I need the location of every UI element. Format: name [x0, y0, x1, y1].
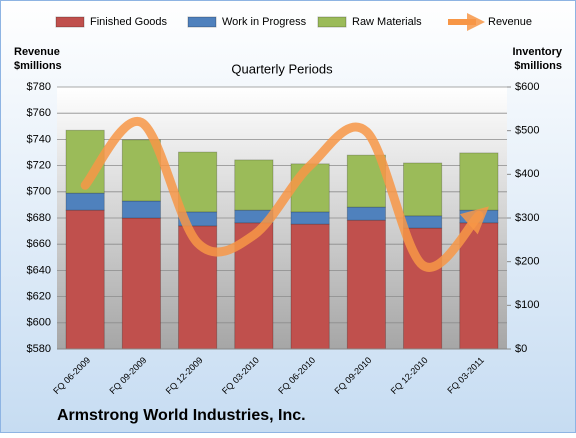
bar-segment: [403, 215, 443, 229]
y-tick-label: $780: [27, 81, 51, 93]
y-tick-label: $660: [27, 238, 51, 250]
line: [80, 116, 489, 272]
y2-tick-label: $400: [515, 168, 539, 180]
y-tick-label: $620: [27, 291, 51, 303]
bar-segment: [346, 219, 386, 350]
legend-swatch: [187, 16, 217, 28]
y-tick-label: $600: [27, 317, 51, 329]
y2-tick-label: $100: [515, 299, 539, 311]
bar-segment: [290, 223, 330, 350]
bar-segment: [346, 206, 386, 221]
y-tick-label: $720: [27, 160, 51, 172]
y-tick-label: $580: [27, 343, 51, 355]
legend-label: Revenue: [488, 16, 532, 28]
y-tick-label: $680: [27, 212, 51, 224]
legend-swatch: [317, 16, 347, 28]
legend: Finished Goods Work in Progress Raw Materi…: [55, 13, 532, 31]
y-tick-label: $700: [27, 186, 51, 198]
bar-segment: [290, 211, 330, 225]
y-axis-label: Revenue: [14, 46, 60, 58]
legend-label: Raw Materials: [352, 16, 422, 28]
y2-axis-label: $millions: [514, 60, 562, 72]
bar-segment: [121, 217, 161, 350]
y2-tick-label: $0: [515, 343, 527, 355]
bar-segment: [178, 151, 218, 213]
legend-swatch: [55, 16, 85, 28]
bar-segment: [65, 209, 105, 350]
bar-segment: [403, 162, 443, 217]
y2-axis-label: Inventory: [512, 46, 562, 58]
y2-tick-label: $600: [515, 81, 539, 93]
y-tick-label: $760: [27, 107, 51, 119]
bar-segment: [459, 222, 499, 350]
bar-segment: [234, 159, 274, 211]
y2-tick-label: $200: [515, 256, 539, 268]
legend-label: Finished Goods: [90, 16, 168, 28]
bar-segment: [65, 192, 105, 211]
y-tick-label: $740: [27, 133, 51, 145]
y2-tick-label: $300: [515, 212, 539, 224]
bar-segment: [121, 200, 161, 219]
chart-title: Armstrong World Industries, Inc.: [57, 407, 306, 424]
y-axis-label: $millions: [14, 60, 62, 72]
legend-label: Work in Progress: [222, 16, 307, 28]
subtitle: Quarterly Periods: [231, 61, 333, 76]
y-tick-label: $640: [27, 264, 51, 276]
bar-segment: [459, 152, 499, 211]
y2-tick-label: $500: [515, 125, 539, 137]
